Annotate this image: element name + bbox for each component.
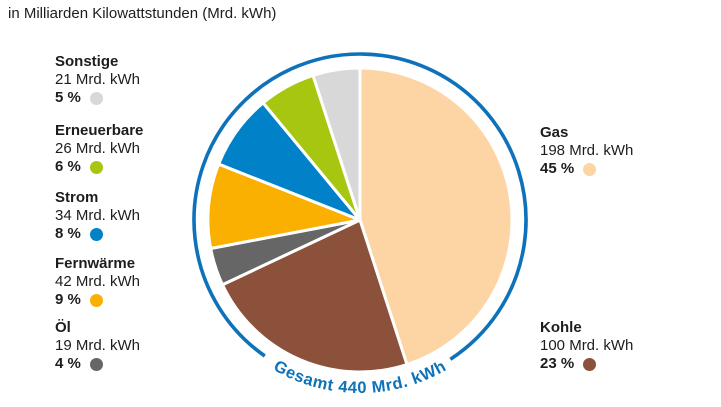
legend-dot: [89, 227, 103, 241]
legend-dot: [583, 357, 597, 371]
pie-slice-gas: [358, 66, 514, 367]
legend-item-gas: Gas 198 Mrd. kWh 45 %: [540, 124, 700, 178]
legend-dot: [583, 162, 597, 176]
legend-percent: 23 %: [540, 355, 575, 372]
legend-dot: [89, 293, 103, 307]
legend-value: 42 Mrd. kWh: [55, 273, 141, 290]
legend-percent: 4 %: [55, 355, 81, 372]
outer-ring: [192, 52, 528, 361]
legend-label: Gas: [540, 124, 569, 141]
legend-label: Strom: [55, 189, 99, 206]
legend-dot: [89, 91, 103, 105]
legend-percent: 45 %: [540, 160, 575, 177]
chart-title: in Milliarden Kilowattstunden (Mrd. kWh): [8, 5, 277, 22]
legend-value: 19 Mrd. kWh: [55, 337, 141, 354]
legend-percent: 9 %: [55, 291, 81, 308]
legend-value: 21 Mrd. kWh: [55, 71, 141, 88]
legend-dot: [89, 357, 103, 371]
legend-item-kohle: Kohle 100 Mrd. kWh 23 %: [540, 319, 700, 373]
legend-value: 100 Mrd. kWh: [540, 337, 634, 354]
legend-value: 34 Mrd. kWh: [55, 207, 141, 224]
legend-label: Kohle: [540, 319, 582, 336]
legend-item-erneuerbare: Erneuerbare 26 Mrd. kWh 6 %: [55, 122, 215, 176]
pie-slice-kohle: [220, 218, 409, 374]
legend-dot: [89, 160, 103, 174]
pie-chart: Gesamt 440 Mrd. kWh: [192, 52, 528, 397]
pie-slice-fernwaerme: [206, 162, 362, 250]
pie-slice-sonstige: [311, 66, 362, 222]
legend-label: Öl: [55, 319, 71, 336]
legend-label: Sonstige: [55, 53, 119, 70]
legend-item-fernwaerme: Fernwärme 42 Mrd. kWh 9 %: [55, 255, 215, 309]
legend-value: 198 Mrd. kWh: [540, 142, 634, 159]
legend-percent: 8 %: [55, 225, 81, 242]
legend-item-strom: Strom 34 Mrd. kWh 8 %: [55, 189, 215, 243]
legend-label: Erneuerbare: [55, 122, 144, 139]
legend-percent: 6 %: [55, 158, 81, 175]
legend-item-oel: Öl 19 Mrd. kWh 4 %: [55, 319, 215, 373]
legend-label: Fernwärme: [55, 255, 136, 272]
legend-item-sonstige: Sonstige 21 Mrd. kWh 5 %: [55, 53, 215, 107]
legend-percent: 5 %: [55, 89, 81, 106]
legend-value: 26 Mrd. kWh: [55, 140, 141, 157]
